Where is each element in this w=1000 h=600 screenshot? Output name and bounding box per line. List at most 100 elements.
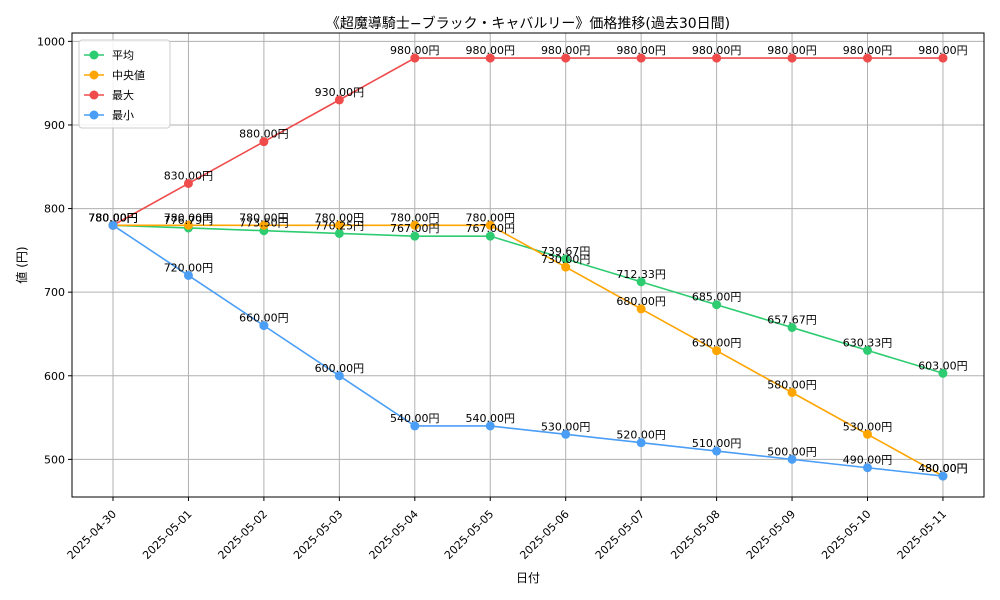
data-label: 980.00円 (390, 44, 440, 57)
data-point (636, 53, 646, 63)
data-point (787, 387, 797, 397)
plot-area-frame (71, 32, 985, 498)
data-point (636, 277, 646, 287)
data-point (259, 137, 269, 147)
data-label: 780.00円 (466, 211, 516, 224)
data-point (410, 421, 420, 431)
y-tick-label: 700 (44, 286, 65, 299)
x-axis-ticks: 2025-04-30 2025-05-01 2025-05-02 2025-05-03… (65, 497, 949, 562)
data-point (712, 53, 722, 63)
data-label: 580.00円 (767, 378, 817, 391)
x-tick-label: 2025-05-01 (140, 508, 194, 562)
data-label: 770.25円 (315, 219, 365, 232)
data-label: 780.00円 (315, 211, 365, 224)
data-label: 600.00円 (315, 362, 365, 375)
y-axis-ticks: 500 600 700 800 900 1000 (37, 35, 72, 466)
series-line (112, 224, 944, 477)
data-label: 776.79円 (164, 214, 214, 227)
data-point (259, 321, 269, 331)
data-label-layer: 780.00円 776.79円 773.50円 770.25円 767.00円 767.0… (88, 44, 967, 475)
data-point (636, 304, 646, 314)
legend-marker (89, 110, 99, 120)
data-point (863, 53, 872, 63)
data-label: 780.00円 (390, 211, 440, 224)
x-tick-label: 2025-05-10 (819, 508, 873, 562)
data-point (334, 228, 344, 238)
legend-label: 平均 (112, 49, 134, 62)
data-label: 980.00円 (918, 44, 968, 57)
data-label: 780.00円 (88, 211, 138, 224)
data-point (485, 220, 495, 230)
data-point (636, 438, 646, 448)
x-tick-label: 2025-05-02 (216, 508, 270, 562)
data-label: 980.00円 (767, 44, 817, 57)
data-point (108, 220, 118, 230)
data-label: 500.00円 (767, 445, 817, 458)
legend-marker (89, 50, 99, 60)
y-tick-label: 1000 (37, 35, 65, 48)
data-point (334, 371, 344, 381)
x-tick-label: 2025-05-09 (744, 508, 798, 562)
data-label: 630.00円 (692, 337, 742, 350)
data-point (561, 254, 571, 264)
data-label: 930.00円 (315, 86, 365, 99)
x-tick-label: 2025-05-08 (668, 508, 722, 562)
data-label: 490.00円 (843, 454, 893, 467)
data-label: 480.00円 (918, 462, 968, 475)
legend-label: 中央値 (112, 69, 145, 82)
data-point (561, 429, 571, 439)
data-point (863, 429, 872, 439)
data-point (183, 220, 193, 230)
data-label: 880.00円 (239, 128, 289, 141)
data-label: 980.00円 (692, 44, 742, 57)
data-label: 780.00円 (88, 211, 138, 224)
data-label: 980.00円 (466, 44, 516, 57)
data-label: 657.67円 (767, 314, 817, 327)
y-axis-label: 値 (円) (14, 246, 29, 283)
grid-lines (72, 33, 984, 497)
x-tick-label: 2025-05-03 (291, 508, 345, 562)
data-label: 780.00円 (88, 211, 138, 224)
y-tick-label: 500 (44, 453, 65, 466)
data-point (561, 53, 571, 63)
data-point (183, 270, 193, 280)
data-point (938, 53, 948, 63)
data-point (485, 421, 495, 431)
y-tick-label: 900 (44, 119, 65, 132)
x-tick-label: 2025-05-07 (593, 508, 647, 562)
data-label: 540.00円 (466, 412, 516, 425)
data-point (334, 220, 344, 230)
data-label: 773.50円 (239, 217, 289, 230)
data-point (259, 220, 269, 230)
data-point (712, 346, 722, 356)
data-label: 767.00円 (466, 222, 516, 235)
series-line (112, 224, 944, 375)
data-label: 739.67円 (541, 245, 591, 258)
data-point (485, 231, 495, 241)
x-axis-label: 日付 (516, 571, 540, 585)
data-label: 660.00円 (239, 312, 289, 325)
legend-label: 最大 (112, 88, 134, 102)
legend-label: 最小 (112, 109, 134, 122)
data-label: 767.00円 (390, 222, 440, 235)
data-label: 720.00円 (164, 261, 214, 274)
data-label: 540.00円 (390, 412, 440, 425)
data-label: 480.00円 (918, 462, 968, 475)
data-label: 780.00円 (164, 211, 214, 224)
data-label: 712.33円 (616, 268, 666, 281)
series-line (113, 224, 944, 477)
data-point (410, 231, 420, 241)
data-label: 830.00円 (164, 169, 214, 182)
data-point (863, 463, 872, 473)
y-tick-label: 800 (44, 203, 65, 216)
x-tick-label: 2025-05-06 (517, 508, 571, 562)
data-point (863, 345, 872, 355)
data-point (712, 300, 722, 310)
x-tick-label: 2025-05-04 (367, 508, 421, 562)
data-label: 980.00円 (541, 44, 591, 57)
data-label: 685.00円 (692, 291, 742, 304)
data-point (938, 368, 948, 378)
data-label: 680.00円 (616, 295, 666, 308)
